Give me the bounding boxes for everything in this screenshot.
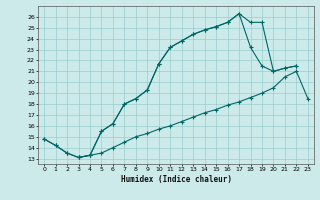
X-axis label: Humidex (Indice chaleur): Humidex (Indice chaleur) [121,175,231,184]
